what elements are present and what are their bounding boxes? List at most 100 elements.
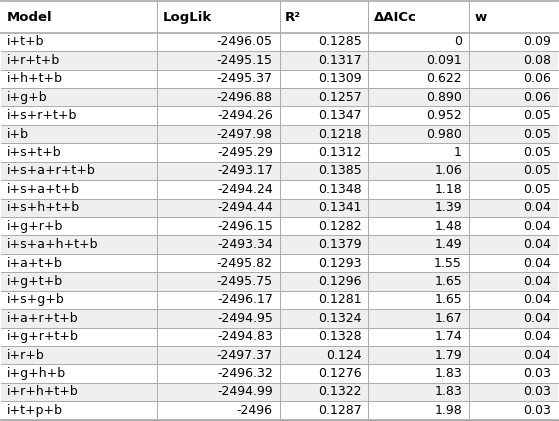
Text: 0.980: 0.980 xyxy=(426,128,462,141)
Text: 0.03: 0.03 xyxy=(523,386,551,399)
Text: 1.06: 1.06 xyxy=(434,165,462,177)
Text: i+s+r+t+b: i+s+r+t+b xyxy=(7,109,77,122)
Bar xyxy=(1,107,558,125)
Text: 1.79: 1.79 xyxy=(434,349,462,362)
Text: -2495.37: -2495.37 xyxy=(217,72,273,85)
Bar xyxy=(1,346,558,364)
Bar xyxy=(1,383,558,401)
Text: -2494.24: -2494.24 xyxy=(217,183,273,196)
Text: 1.18: 1.18 xyxy=(434,183,462,196)
Text: i+s+h+t+b: i+s+h+t+b xyxy=(7,201,80,214)
Text: 1.74: 1.74 xyxy=(434,330,462,343)
Bar xyxy=(1,328,558,346)
Text: 0.04: 0.04 xyxy=(523,293,551,306)
Text: -2494.26: -2494.26 xyxy=(217,109,273,122)
Text: -2495.29: -2495.29 xyxy=(217,146,273,159)
Text: -2493.17: -2493.17 xyxy=(217,165,273,177)
Text: 1.49: 1.49 xyxy=(434,238,462,251)
Bar xyxy=(1,290,558,309)
Bar xyxy=(1,88,558,107)
Text: 0.1218: 0.1218 xyxy=(318,128,362,141)
Text: -2496.15: -2496.15 xyxy=(217,220,273,233)
Bar xyxy=(1,162,558,180)
Text: -2495.82: -2495.82 xyxy=(217,256,273,269)
Text: LogLik: LogLik xyxy=(163,11,212,24)
Text: -2493.34: -2493.34 xyxy=(217,238,273,251)
Text: i+b: i+b xyxy=(7,128,29,141)
Text: i+g+r+t+b: i+g+r+t+b xyxy=(7,330,79,343)
Text: 0.04: 0.04 xyxy=(523,256,551,269)
Text: 0.1324: 0.1324 xyxy=(318,312,362,325)
Text: 0.1312: 0.1312 xyxy=(318,146,362,159)
Text: 0.091: 0.091 xyxy=(426,54,462,67)
Bar xyxy=(1,1,558,33)
Text: 0.06: 0.06 xyxy=(523,91,551,104)
Text: i+g+h+b: i+g+h+b xyxy=(7,367,66,380)
Text: 0.1322: 0.1322 xyxy=(318,386,362,399)
Text: i+s+g+b: i+s+g+b xyxy=(7,293,65,306)
Text: i+a+r+t+b: i+a+r+t+b xyxy=(7,312,79,325)
Text: 0.05: 0.05 xyxy=(523,165,551,177)
Text: ΔAICc: ΔAICc xyxy=(374,11,417,24)
Text: 0.1285: 0.1285 xyxy=(318,35,362,48)
Text: -2497.98: -2497.98 xyxy=(217,128,273,141)
Text: 1.65: 1.65 xyxy=(434,293,462,306)
Bar xyxy=(1,143,558,162)
Text: i+a+t+b: i+a+t+b xyxy=(7,256,63,269)
Text: Model: Model xyxy=(7,11,53,24)
Text: 0.09: 0.09 xyxy=(523,35,551,48)
Text: -2496.88: -2496.88 xyxy=(217,91,273,104)
Text: 0.1385: 0.1385 xyxy=(318,165,362,177)
Text: 0.04: 0.04 xyxy=(523,220,551,233)
Text: 0.1281: 0.1281 xyxy=(318,293,362,306)
Text: 0.890: 0.890 xyxy=(426,91,462,104)
Text: 0.1293: 0.1293 xyxy=(318,256,362,269)
Text: 0.04: 0.04 xyxy=(523,275,551,288)
Text: 0: 0 xyxy=(454,35,462,48)
Text: 0.622: 0.622 xyxy=(427,72,462,85)
Text: -2494.44: -2494.44 xyxy=(217,201,273,214)
Text: -2494.83: -2494.83 xyxy=(217,330,273,343)
Text: 1.67: 1.67 xyxy=(434,312,462,325)
Text: 0.124: 0.124 xyxy=(326,349,362,362)
Text: 0.04: 0.04 xyxy=(523,312,551,325)
Bar xyxy=(1,364,558,383)
Text: 0.05: 0.05 xyxy=(523,128,551,141)
Text: 0.04: 0.04 xyxy=(523,201,551,214)
Text: 0.04: 0.04 xyxy=(523,349,551,362)
Text: i+r+t+b: i+r+t+b xyxy=(7,54,60,67)
Text: i+r+h+t+b: i+r+h+t+b xyxy=(7,386,79,399)
Text: i+g+b: i+g+b xyxy=(7,91,48,104)
Text: 0.1276: 0.1276 xyxy=(318,367,362,380)
Text: 1: 1 xyxy=(454,146,462,159)
Text: 0.03: 0.03 xyxy=(523,367,551,380)
Text: -2494.99: -2494.99 xyxy=(217,386,273,399)
Text: 0.1341: 0.1341 xyxy=(318,201,362,214)
Text: 0.1347: 0.1347 xyxy=(318,109,362,122)
Text: w: w xyxy=(474,11,486,24)
Text: 0.04: 0.04 xyxy=(523,238,551,251)
Text: 1.83: 1.83 xyxy=(434,367,462,380)
Text: i+g+r+b: i+g+r+b xyxy=(7,220,63,233)
Text: 0.04: 0.04 xyxy=(523,330,551,343)
Text: -2495.75: -2495.75 xyxy=(217,275,273,288)
Bar xyxy=(1,401,558,420)
Text: 1.83: 1.83 xyxy=(434,386,462,399)
Text: 0.1296: 0.1296 xyxy=(318,275,362,288)
Text: 0.05: 0.05 xyxy=(523,146,551,159)
Text: 1.39: 1.39 xyxy=(434,201,462,214)
Text: 0.03: 0.03 xyxy=(523,404,551,417)
Text: i+t+b: i+t+b xyxy=(7,35,45,48)
Bar xyxy=(1,199,558,217)
Bar xyxy=(1,180,558,199)
Text: i+s+t+b: i+s+t+b xyxy=(7,146,61,159)
Bar xyxy=(1,33,558,51)
Text: i+t+p+b: i+t+p+b xyxy=(7,404,63,417)
Text: 0.1309: 0.1309 xyxy=(318,72,362,85)
Text: i+s+a+r+t+b: i+s+a+r+t+b xyxy=(7,165,96,177)
Bar xyxy=(1,254,558,272)
Bar xyxy=(1,217,558,235)
Text: 0.1287: 0.1287 xyxy=(318,404,362,417)
Text: -2496.05: -2496.05 xyxy=(217,35,273,48)
Text: 0.1257: 0.1257 xyxy=(318,91,362,104)
